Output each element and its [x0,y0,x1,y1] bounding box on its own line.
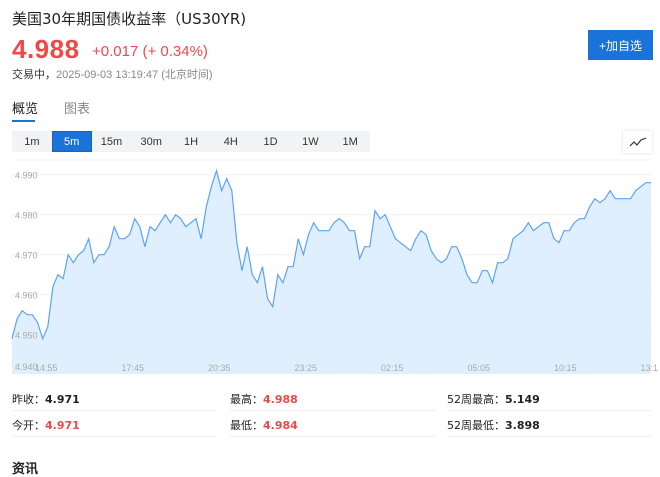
price-change: +0.017 (+ 0.34%) [92,43,208,60]
stat-item: 52周最高：5.149 [447,391,540,407]
page-title: 美国30年期国债收益率（US30YR) [12,8,246,29]
stat-item: 昨收：4.971 [12,391,80,407]
stat-label: 昨收： [12,393,45,406]
stat-item: 最高：4.988 [230,391,298,407]
divider [447,436,652,437]
x-tick-label: 13:1 [641,363,659,373]
divider [12,410,217,411]
stat-value: 4.971 [45,393,80,406]
stat-label: 最低： [230,419,263,432]
stat-label: 今开： [12,419,45,432]
line-chart-icon [629,137,647,147]
x-tick-label: 05:05 [468,363,491,373]
x-tick-label: 23:25 [295,363,318,373]
timestamp: 2025-09-03 13:19:47 (北京时间) [56,69,213,81]
period-4H[interactable]: 4H [211,131,251,152]
x-tick-label: 14:55 [35,363,58,373]
stat-value: 4.988 [263,393,298,406]
divider [230,410,435,411]
x-tick-label: 17:45 [122,363,145,373]
y-tick-label: 4.970 [15,251,38,261]
current-price: 4.988 [12,34,80,65]
y-tick-label: 4.950 [15,331,38,341]
tab-chart[interactable]: 图表 [64,98,90,117]
y-tick-label: 4.990 [15,171,38,181]
y-tick-label: 4.980 [15,211,38,221]
divider [447,410,652,411]
x-tick-label: 02:15 [381,363,404,373]
period-5m[interactable]: 5m [52,131,92,152]
status-label: 交易中， [12,68,56,81]
stat-value: 4.971 [45,419,80,432]
stat-label: 52周最低： [447,419,505,432]
period-1H[interactable]: 1H [171,131,211,152]
period-1M[interactable]: 1M [330,131,370,152]
stat-item: 最低：4.984 [230,417,298,433]
chart-type-toggle-button[interactable] [623,131,652,153]
y-tick-label: 4.960 [15,291,38,301]
stat-label: 52周最高： [447,393,505,406]
trading-status: 交易中，2025-09-03 13:19:47 (北京时间) [12,66,213,82]
stat-item: 52周最低：3.898 [447,417,540,433]
x-tick-label: 20:35 [208,363,231,373]
period-1m[interactable]: 1m [12,131,52,152]
divider [12,436,217,437]
stat-value: 5.149 [505,393,540,406]
period-15m[interactable]: 15m [92,131,132,152]
period-1D[interactable]: 1D [251,131,291,152]
divider [230,436,435,437]
active-tab-indicator [12,120,35,122]
add-watchlist-button[interactable]: +加自选 [588,30,653,60]
news-heading: 资讯 [12,458,38,477]
period-30m[interactable]: 30m [131,131,171,152]
stat-item: 今开：4.971 [12,417,80,433]
period-1W[interactable]: 1W [290,131,330,152]
stat-value: 3.898 [505,419,540,432]
tab-overview[interactable]: 概览 [12,98,38,117]
x-tick-label: 10:15 [554,363,577,373]
stat-label: 最高： [230,393,263,406]
stat-value: 4.984 [263,419,298,432]
